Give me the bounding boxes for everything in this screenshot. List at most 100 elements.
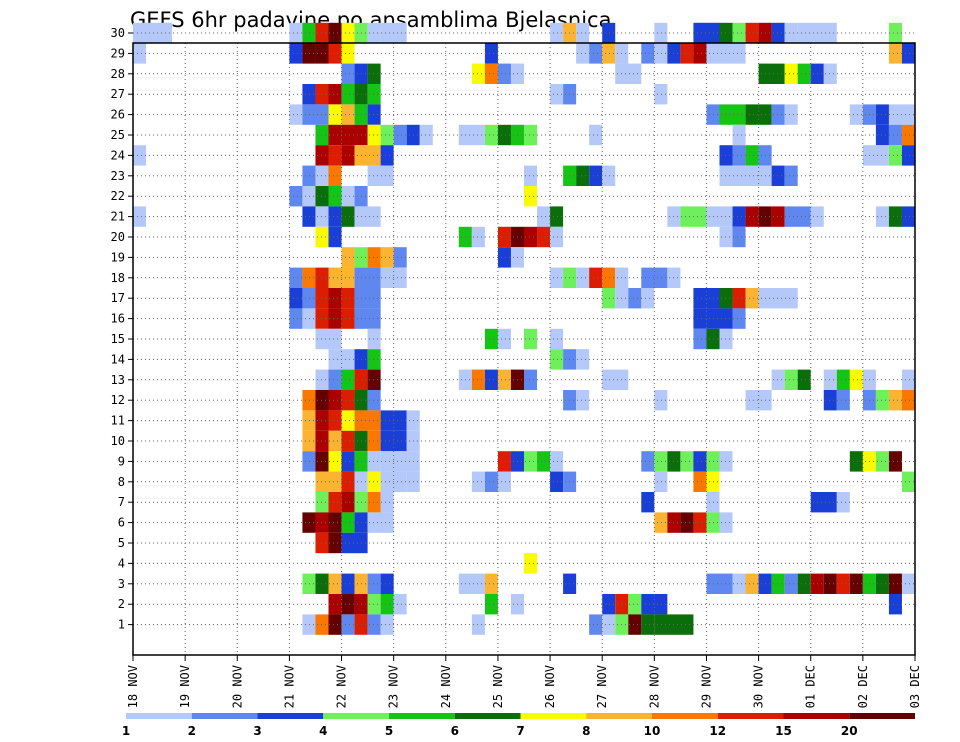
heatmap-cell bbox=[367, 369, 381, 390]
heatmap-cell bbox=[471, 614, 485, 635]
heatmap-cell bbox=[289, 186, 303, 207]
heatmap-cell bbox=[302, 308, 316, 329]
y-tick-label: 5 bbox=[118, 536, 125, 550]
heatmap-cell bbox=[784, 104, 798, 125]
heatmap-cell bbox=[901, 471, 915, 492]
heatmap-cell bbox=[901, 390, 915, 411]
y-tick-label: 30 bbox=[111, 26, 125, 40]
heatmap-cell bbox=[328, 308, 342, 329]
heatmap-cell bbox=[341, 63, 355, 84]
heatmap-cell bbox=[367, 512, 394, 533]
heatmap-cell bbox=[367, 84, 381, 105]
heatmap-cell bbox=[524, 186, 538, 207]
heatmap-cell bbox=[641, 267, 668, 288]
heatmap-cell bbox=[328, 124, 342, 146]
heatmap-cell bbox=[328, 410, 342, 431]
heatmap-cell bbox=[719, 328, 733, 350]
heatmap-cell bbox=[693, 308, 707, 329]
heatmap-cell bbox=[784, 165, 798, 186]
heatmap-cell bbox=[289, 308, 303, 329]
heatmap-cell bbox=[784, 22, 798, 44]
y-tick-label: 4 bbox=[118, 556, 125, 570]
x-tick-label: 03 DEC bbox=[908, 665, 922, 708]
heatmap-cell bbox=[901, 573, 915, 594]
heatmap-cell bbox=[341, 288, 355, 309]
heatmap-cell bbox=[302, 43, 316, 64]
heatmap-cell bbox=[550, 206, 564, 227]
y-tick-label: 26 bbox=[111, 108, 125, 122]
heatmap-cell bbox=[302, 206, 316, 227]
heatmap-cell bbox=[341, 512, 355, 533]
heatmap-cell bbox=[302, 410, 316, 431]
heatmap-cell bbox=[484, 328, 498, 350]
heatmap-cell bbox=[758, 288, 798, 309]
heatmap-cell bbox=[758, 63, 785, 84]
heatmap-cell bbox=[706, 471, 720, 492]
heatmap-cell bbox=[628, 594, 642, 615]
heatmap-cell bbox=[497, 369, 511, 390]
heatmap-cell bbox=[680, 43, 694, 64]
heatmap-cell bbox=[497, 247, 511, 268]
heatmap-cell bbox=[550, 471, 564, 492]
heatmap-cell bbox=[380, 573, 394, 594]
heatmap-cell bbox=[133, 43, 147, 64]
heatmap-cell bbox=[849, 451, 863, 472]
heatmap-cell bbox=[367, 430, 381, 452]
heatmap-cell bbox=[654, 43, 668, 64]
y-tick-label: 3 bbox=[118, 577, 125, 591]
heatmap-cell bbox=[393, 247, 407, 268]
heatmap-cell bbox=[823, 63, 837, 84]
heatmap-cell bbox=[289, 267, 303, 288]
x-tick-label: 29 NOV bbox=[699, 665, 713, 708]
heatmap-cell bbox=[875, 451, 889, 472]
heatmap-cell bbox=[550, 22, 564, 44]
heatmap-cell bbox=[654, 451, 668, 472]
colorbar-swatch bbox=[849, 713, 915, 719]
heatmap-cell bbox=[328, 390, 342, 411]
heatmap-cell bbox=[524, 226, 538, 248]
heatmap-cell bbox=[328, 451, 342, 472]
heatmap-cell bbox=[732, 573, 746, 594]
y-tick-label: 28 bbox=[111, 67, 125, 81]
heatmap-cell bbox=[550, 328, 564, 350]
heatmap-cell bbox=[693, 471, 707, 492]
heatmap-cell bbox=[302, 104, 329, 125]
heatmap-cell bbox=[354, 267, 381, 288]
heatmap-cell bbox=[745, 573, 759, 594]
heatmap-cell bbox=[771, 369, 785, 390]
heatmap-cell bbox=[589, 43, 603, 64]
heatmap-cell bbox=[302, 451, 316, 472]
heatmap-cell bbox=[875, 206, 889, 227]
heatmap-cell bbox=[836, 573, 850, 594]
y-tick-label: 15 bbox=[111, 332, 125, 346]
heatmap-cell bbox=[784, 573, 798, 594]
x-tick-label: 20 NOV bbox=[230, 665, 244, 708]
heatmap-cell bbox=[341, 573, 355, 594]
heatmap-cell bbox=[484, 63, 498, 84]
y-tick-label: 21 bbox=[111, 210, 125, 224]
y-tick-label: 2 bbox=[118, 597, 125, 611]
y-tick-label: 12 bbox=[111, 393, 125, 407]
heatmap-cell bbox=[875, 104, 889, 125]
heatmap-cell bbox=[745, 206, 759, 227]
heatmap-cell bbox=[341, 594, 355, 615]
heatmap-cell bbox=[328, 594, 342, 615]
heatmap-cell bbox=[497, 124, 511, 146]
heatmap-cell bbox=[654, 22, 668, 44]
heatmap-cell bbox=[133, 206, 147, 227]
heatmap-cell bbox=[367, 594, 381, 615]
y-tick-label: 27 bbox=[111, 87, 125, 101]
heatmap-cell bbox=[745, 288, 759, 309]
heatmap-cell bbox=[719, 145, 733, 166]
y-tick-label: 20 bbox=[111, 230, 125, 244]
heatmap-cell bbox=[732, 308, 746, 329]
x-tick-label: 27 NOV bbox=[595, 665, 609, 708]
heatmap-cell bbox=[901, 206, 915, 227]
heatmap-cell bbox=[537, 226, 551, 248]
heatmap-cell bbox=[719, 22, 733, 44]
heatmap-cell bbox=[888, 43, 902, 64]
heatmap-cell bbox=[471, 471, 485, 492]
colorbar-label: 2 bbox=[188, 724, 196, 738]
heatmap-cell bbox=[341, 124, 368, 146]
heatmap-cell bbox=[719, 308, 733, 329]
